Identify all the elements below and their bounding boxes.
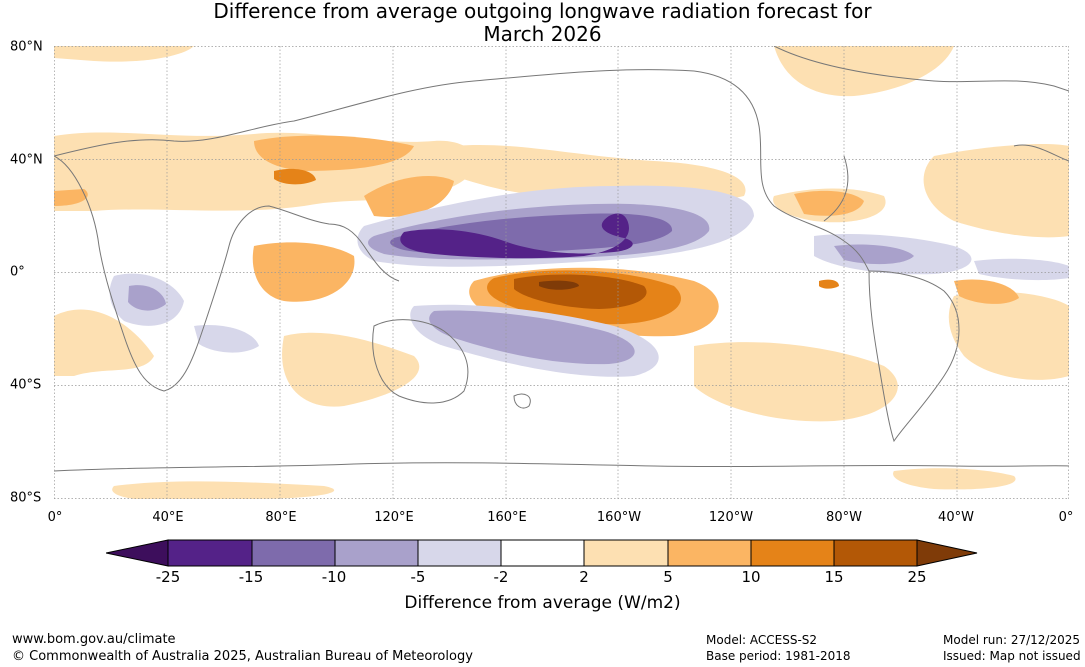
footer-url[interactable]: www.bom.gov.au/climate: [12, 632, 176, 647]
x-label-80w: 80°W: [826, 510, 862, 525]
map-panel: [54, 46, 1069, 499]
x-label-40e: 40°E: [152, 510, 184, 525]
x-label-160w: 160°W: [596, 510, 642, 525]
colorbar-label-2: -15: [238, 568, 264, 586]
x-label-120e: 120°E: [374, 510, 414, 525]
colorbar-label-1: -25: [155, 568, 181, 586]
colorbar-label-6: 2: [579, 568, 589, 586]
colorbar-label-5: -2: [493, 568, 509, 586]
y-label-80s: 80°S: [10, 490, 42, 506]
footer-base-period: Base period: 1981-2018: [706, 649, 851, 663]
coastlines: [54, 46, 1069, 472]
y-label-equator: 0°: [10, 264, 25, 280]
olr-anomaly-map: [54, 46, 1069, 499]
colorbar-segment-5: [500, 539, 585, 567]
colorbar-label-8: 10: [741, 568, 761, 586]
colorbar-extend-high: [916, 539, 978, 567]
footer-model: Model: ACCESS-S2: [706, 633, 818, 647]
colorbar-segment-8: [750, 539, 835, 567]
colorbar-segment-2: [251, 539, 336, 567]
colorbar-label-10: 25: [907, 568, 927, 586]
x-label-160e: 160°E: [487, 510, 527, 525]
negative-anomaly-strong: [390, 213, 673, 259]
colorbar-label-9: 15: [824, 568, 844, 586]
colorbar-segment-3: [334, 539, 419, 567]
footer-issued: Issued: Map not issued: [943, 649, 1081, 663]
footer-left: www.bom.gov.au/climate © Commonwealth of…: [12, 631, 473, 665]
map-title: Difference from average outgoing longwav…: [0, 0, 1085, 46]
title-line-1: Difference from average outgoing longwav…: [213, 0, 872, 23]
y-label-40n: 40°N: [10, 152, 43, 168]
colorbar-segment-7: [667, 539, 752, 567]
positive-anomaly-strong: [274, 168, 839, 325]
colorbar: [106, 539, 978, 567]
positive-anomaly-light: [54, 46, 1069, 499]
colorbar-segment-1: [167, 539, 253, 567]
x-label-0: 0°: [47, 510, 63, 525]
footer-copyright: © Commonwealth of Australia 2025, Austra…: [12, 649, 473, 664]
colorbar-title: Difference from average (W/m2): [404, 593, 681, 613]
colorbar-segment-9: [833, 539, 918, 567]
footer-model-run: Model run: 27/12/2025: [943, 633, 1081, 647]
graticule: [54, 46, 1069, 499]
footer-run-info: Model run: 27/12/2025 Issued: Map not is…: [943, 632, 1081, 664]
footer-model-info: Model: ACCESS-S2 Base period: 1981-2018: [706, 632, 851, 664]
x-label-40w: 40°W: [938, 510, 974, 525]
x-label-80e: 80°E: [265, 510, 297, 525]
title-line-2: March 2026: [483, 22, 602, 46]
colorbar-extend-low: [106, 539, 169, 567]
colorbar-segment-4: [417, 539, 502, 567]
colorbar-label-7: 5: [663, 568, 673, 586]
colorbar-segment-6: [583, 539, 669, 567]
y-label-40s: 40°S: [10, 377, 42, 393]
x-label-0-end: 0°: [1058, 510, 1074, 525]
colorbar-label-3: -10: [321, 568, 347, 586]
colorbar-label-4: -5: [410, 568, 426, 586]
x-label-120w: 120°W: [708, 510, 754, 525]
y-label-80n: 80°N: [10, 39, 43, 55]
